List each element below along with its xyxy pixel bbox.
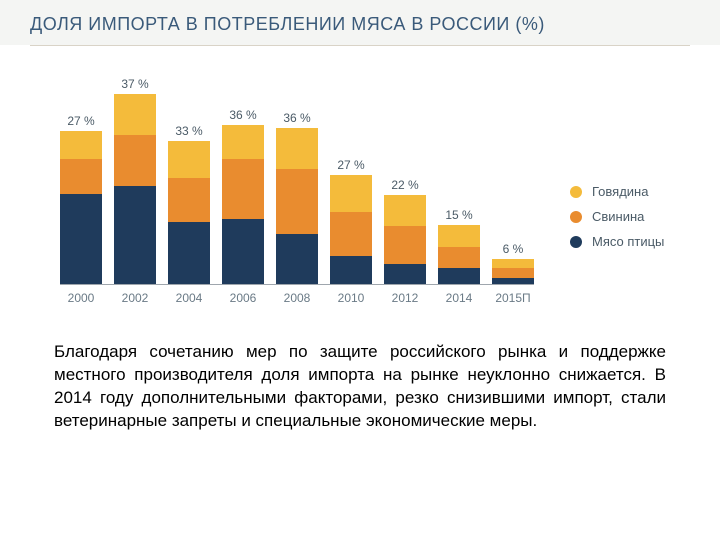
bar-total-label: 36 % [283,111,310,125]
bar-segment-beef [438,225,480,247]
x-axis-label: 2006 [222,291,264,305]
bar-stack [222,125,264,284]
chart-title-bar: ДОЛЯ ИМПОРТА В ПОТРЕБЛЕНИИ МЯСА В РОССИИ… [0,0,720,45]
bar-segment-pork [492,268,534,277]
body-paragraph: Благодаря сочетанию мер по защите россий… [54,341,666,433]
chart-title: ДОЛЯ ИМПОРТА В ПОТРЕБЛЕНИИ МЯСА В РОССИИ… [30,14,545,34]
bar-segment-pork [222,159,264,218]
legend-item: Говядина [570,184,664,199]
bar-stack [276,128,318,284]
bar-column: 36 % [276,111,318,284]
bar-segment-pork [438,247,480,269]
x-axis-label: 2004 [168,291,210,305]
x-axis-label: 2010 [330,291,372,305]
bar-segment-pork [330,212,372,256]
bar-segment-poultry [60,194,102,284]
x-axis-label: 2008 [276,291,318,305]
x-axis-label: 2015П [492,291,534,305]
bar-segment-pork [168,178,210,222]
bar-segment-pork [276,169,318,234]
x-axis: 2000 2002 2004 2006 2008 2010 2012 2014 2015П [60,284,534,305]
legend-label: Мясо птицы [592,234,664,249]
bar-stack [492,259,534,284]
bar-segment-poultry [222,219,264,284]
bar-stack [384,195,426,284]
bar-column: 15 % [438,208,480,284]
bar-column: 36 % [222,108,264,284]
bar-column: 37 % [114,77,156,284]
bar-stack [114,94,156,284]
legend-swatch [570,236,582,248]
bar-stack [168,141,210,284]
legend-swatch [570,186,582,198]
bar-segment-beef [384,195,426,226]
bar-segment-beef [60,131,102,159]
legend-item: Мясо птицы [570,234,664,249]
bar-total-label: 15 % [445,208,472,222]
bar-column: 22 % [384,178,426,284]
bar-segment-poultry [168,222,210,284]
bar-column: 27 % [60,114,102,284]
bar-column: 27 % [330,158,372,284]
legend-label: Свинина [592,209,644,224]
bar-segment-beef [330,175,372,212]
x-axis-label: 2012 [384,291,426,305]
bars-container: 27 % 37 % 33 % 36 % 36 % 27 % 22 % 15 % 6 % [60,74,534,284]
bar-column: 6 % [492,242,534,284]
legend-item: Свинина [570,209,664,224]
bar-segment-beef [222,125,264,159]
legend-label: Говядина [592,184,648,199]
x-axis-label: 2000 [60,291,102,305]
legend: Говядина Свинина Мясо птицы [570,184,664,249]
bar-segment-beef [276,128,318,168]
bar-total-label: 27 % [67,114,94,128]
bar-segment-beef [114,94,156,134]
title-divider [30,45,690,46]
bar-segment-poultry [384,264,426,284]
bar-segment-poultry [276,234,318,284]
bar-stack [330,175,372,284]
bar-segment-poultry [330,256,372,284]
chart-area: 27 % 37 % 33 % 36 % 36 % 27 % 22 % 15 % 6 % Говя… [60,74,690,284]
bar-segment-beef [492,259,534,268]
bar-segment-pork [114,135,156,186]
bar-total-label: 27 % [337,158,364,172]
bar-segment-beef [168,141,210,178]
bar-segment-pork [60,159,102,193]
bar-stack [438,225,480,284]
bar-total-label: 33 % [175,124,202,138]
x-axis-label: 2014 [438,291,480,305]
bar-total-label: 6 % [503,242,524,256]
bar-segment-pork [384,226,426,263]
bar-total-label: 37 % [121,77,148,91]
bar-segment-poultry [492,278,534,284]
bar-stack [60,131,102,284]
bar-segment-poultry [114,186,156,284]
legend-swatch [570,211,582,223]
x-axis-label: 2002 [114,291,156,305]
bar-column: 33 % [168,124,210,284]
bar-segment-poultry [438,268,480,284]
bar-total-label: 22 % [391,178,418,192]
bar-total-label: 36 % [229,108,256,122]
